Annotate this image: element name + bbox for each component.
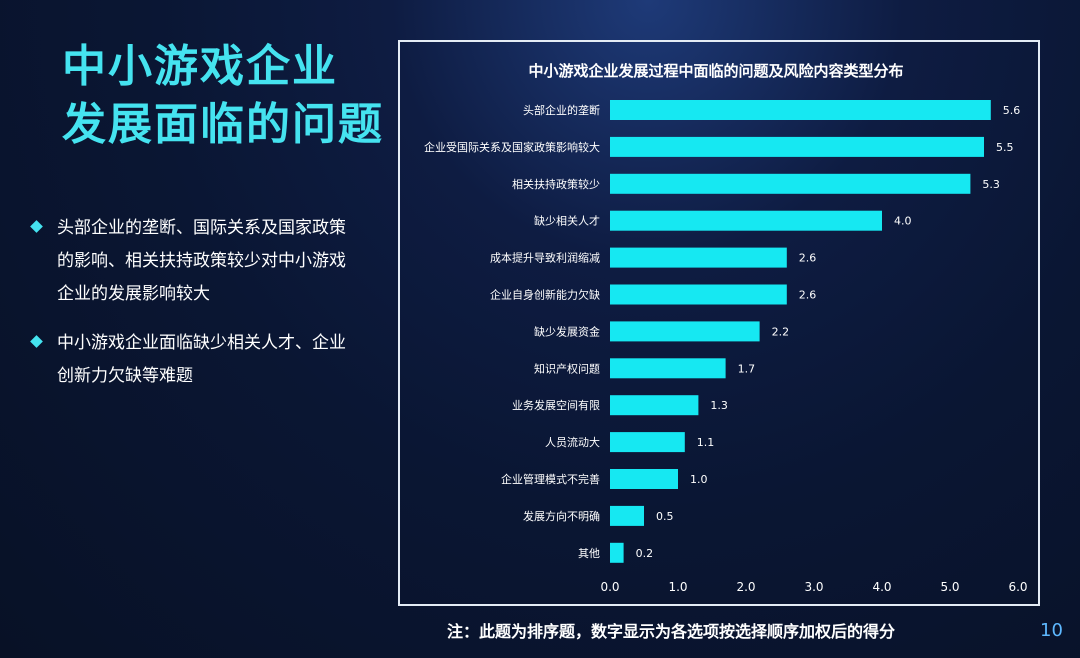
category-label: 企业自身创新能力欠缺 — [490, 288, 600, 302]
x-axis: 0.0 1.0 2.0 3.0 4.0 5.0 6.0 — [600, 580, 1027, 594]
x-tick-label: 2.0 — [736, 580, 755, 594]
x-tick-label: 4.0 — [872, 580, 891, 594]
data-label: 1.1 — [697, 436, 715, 449]
bar — [610, 395, 699, 416]
data-label: 1.0 — [690, 473, 708, 486]
bar — [610, 210, 882, 231]
bullet-text: 中小游戏企业面临缺少相关人才、企业创新力欠缺等难题 — [57, 333, 346, 386]
data-label: 2.6 — [799, 289, 817, 302]
page-number: 10 — [1040, 620, 1063, 641]
footnote: 注：此题为排序题，数字显示为各选项按选择顺序加权后的得分 — [447, 622, 896, 641]
data-label: 5.5 — [996, 141, 1014, 154]
data-label: 4.0 — [894, 215, 912, 228]
bar — [610, 100, 991, 120]
bar — [610, 432, 685, 453]
category-label: 人员流动大 — [545, 435, 600, 449]
data-label: 2.2 — [772, 325, 790, 338]
bullet-text: 头部企业的垄断、国际关系及国家政策的影响、相关扶持政策较少对中小游戏企业的发展影… — [57, 218, 346, 304]
chart-title: 中小游戏企业发展过程中面临的问题及风险内容类型分布 — [528, 62, 903, 80]
bar — [610, 284, 787, 305]
bar — [610, 247, 787, 268]
bar — [610, 505, 644, 526]
category-label: 成本提升导致利润缩减 — [490, 251, 600, 265]
category-label: 其他 — [578, 547, 600, 560]
x-tick-label: 0.0 — [600, 580, 619, 594]
category-label: 缺少发展资金 — [534, 324, 600, 338]
x-tick-label: 6.0 — [1008, 580, 1027, 594]
chart-panel: 中小游戏企业发展过程中面临的问题及风险内容类型分布 头部企业的垄断 5.6 企业受国… — [398, 40, 1040, 606]
category-label: 头部企业的垄断 — [523, 103, 600, 117]
category-label: 发展方向不明确 — [523, 509, 600, 523]
category-label: 缺少相关人才 — [534, 214, 600, 228]
bars-group: 头部企业的垄断 5.6 企业受国际关系及国家政策影响较大 5.5 相关扶持政策较少 5.3… — [424, 100, 1020, 563]
bar — [610, 358, 726, 379]
bar — [610, 542, 624, 563]
diamond-bullet-icon — [30, 335, 43, 348]
x-tick-label: 5.0 — [940, 580, 959, 594]
diamond-bullet-icon — [30, 220, 43, 233]
bullet-item: 头部企业的垄断、国际关系及国家政策的影响、相关扶持政策较少对中小游戏企业的发展影… — [28, 212, 358, 311]
data-label: 2.6 — [799, 252, 817, 265]
category-label: 企业管理模式不完善 — [501, 472, 600, 486]
slide-title-line-2: 发展面临的问题 — [62, 99, 384, 150]
data-label: 5.6 — [1003, 104, 1021, 117]
bar-chart: 中小游戏企业发展过程中面临的问题及风险内容类型分布 头部企业的垄断 5.6 企业受国… — [424, 62, 1028, 594]
bullet-list: 头部企业的垄断、国际关系及国家政策的影响、相关扶持政策较少对中小游戏企业的发展影… — [28, 212, 358, 409]
data-label: 1.7 — [738, 362, 756, 375]
x-tick-label: 3.0 — [804, 580, 823, 594]
x-tick-label: 1.0 — [668, 580, 687, 594]
category-label: 相关扶持政策较少 — [512, 177, 600, 191]
category-label: 企业受国际关系及国家政策影响较大 — [424, 140, 600, 154]
slide-title: 中小游戏企业 发展面临的问题 — [62, 38, 384, 154]
bar — [610, 136, 984, 157]
bar — [610, 321, 760, 342]
data-label: 0.2 — [636, 547, 654, 560]
data-label: 5.3 — [982, 178, 1000, 191]
data-label: 1.3 — [710, 399, 728, 412]
data-label: 0.5 — [656, 510, 674, 523]
category-label: 知识产权问题 — [534, 361, 600, 375]
slide-title-line-1: 中小游戏企业 — [62, 41, 338, 92]
bullet-item: 中小游戏企业面临缺少相关人才、企业创新力欠缺等难题 — [28, 327, 358, 393]
category-label: 业务发展空间有限 — [512, 398, 600, 412]
bar — [610, 173, 971, 194]
bar — [610, 469, 678, 489]
